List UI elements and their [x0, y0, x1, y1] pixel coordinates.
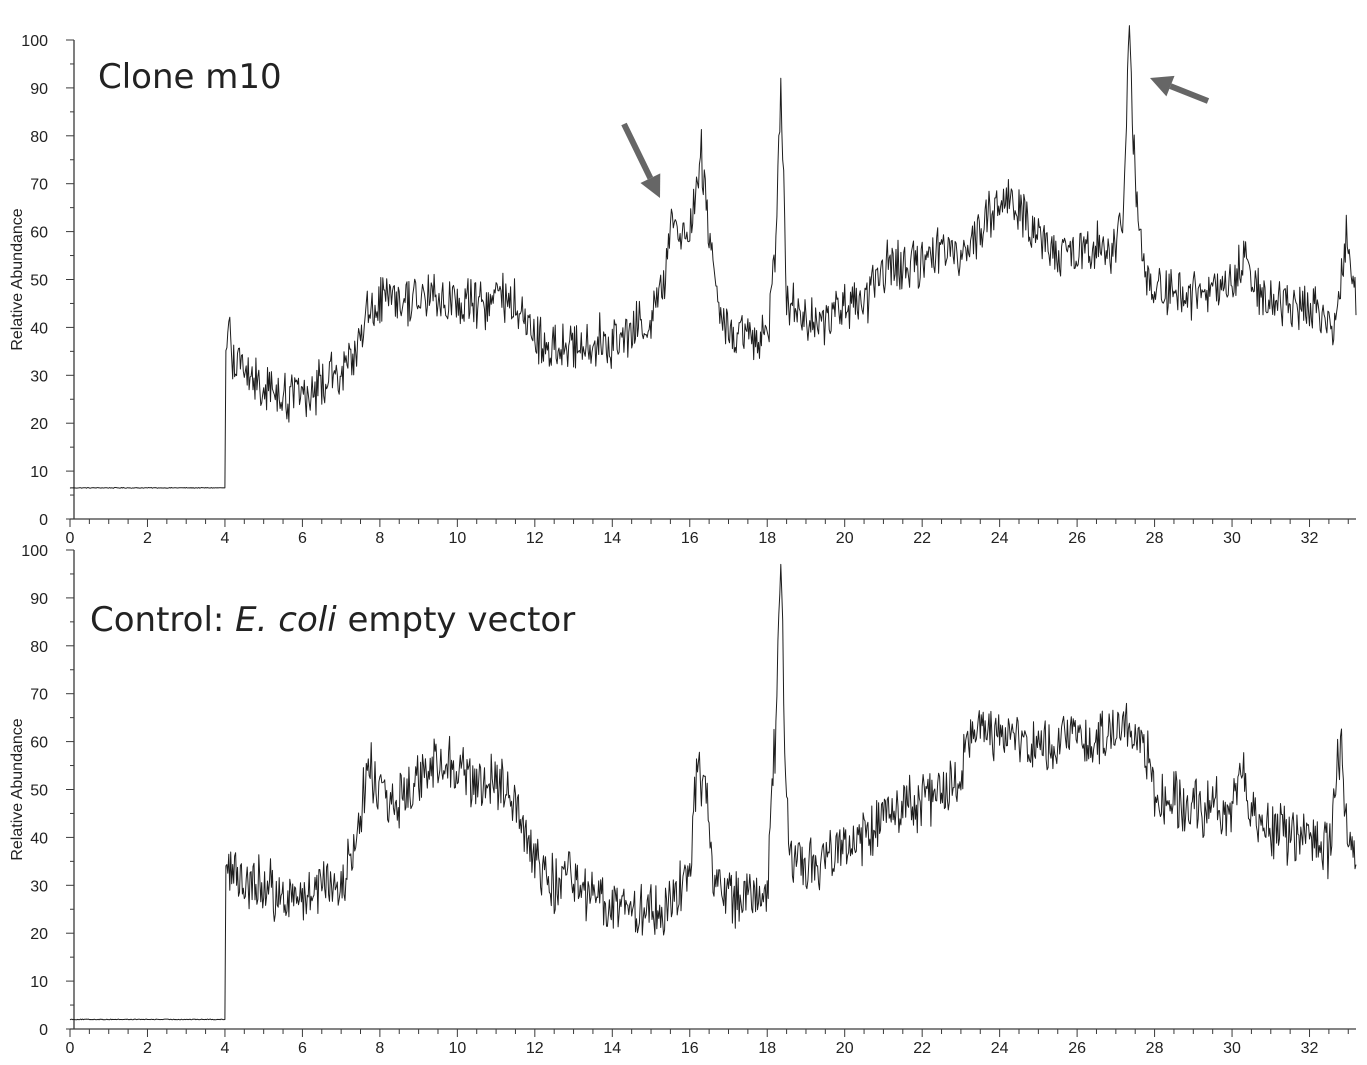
- x-tick-label: 4: [220, 1040, 229, 1057]
- x-tick-label: 0: [66, 1040, 75, 1057]
- x-tick-label: 16: [681, 530, 699, 547]
- x-tick-label: 6: [298, 1040, 307, 1057]
- y-tick-label: 0: [39, 1022, 48, 1039]
- x-tick-label: 30: [1223, 530, 1241, 547]
- x-tick-label: 0: [66, 530, 75, 547]
- y-tick-label: 100: [21, 543, 48, 560]
- x-tick-label: 20: [836, 530, 854, 547]
- panel-title-italic: E. coli: [235, 600, 337, 640]
- x-tick-label: 20: [836, 1040, 854, 1057]
- y-axis-label: Relative Abundance: [9, 208, 26, 350]
- x-tick-label: 10: [448, 1040, 466, 1057]
- y-tick-label: 10: [30, 464, 48, 481]
- y-tick-label: 70: [30, 177, 48, 194]
- x-tick-label: 6: [298, 530, 307, 547]
- y-tick-label: 100: [21, 33, 48, 50]
- arrow-head: [1150, 75, 1175, 97]
- x-tick-label: 30: [1223, 1040, 1241, 1057]
- x-tick-label: 2: [143, 530, 152, 547]
- x-tick-label: 14: [603, 1040, 621, 1057]
- chromatogram-trace: [69, 25, 1357, 489]
- panel-title-text: Clone m10: [98, 57, 282, 97]
- panel-title-text: Control:: [90, 600, 235, 640]
- y-tick-label: 30: [30, 368, 48, 385]
- y-tick-label: 30: [30, 878, 48, 895]
- x-tick-label: 28: [1146, 530, 1164, 547]
- y-tick-label: 60: [30, 225, 48, 242]
- y-tick-label: 10: [30, 974, 48, 991]
- x-tick-label: 22: [913, 530, 931, 547]
- x-tick-label: 26: [1068, 530, 1086, 547]
- x-tick-label: 28: [1146, 1040, 1164, 1057]
- y-axis-label: Relative Abundance: [9, 718, 26, 860]
- y-tick-label: 80: [30, 639, 48, 656]
- x-tick-label: 12: [526, 1040, 544, 1057]
- y-tick-label: 80: [30, 129, 48, 146]
- panel-title-suffix: empty vector: [337, 600, 576, 640]
- x-tick-label: 14: [603, 530, 621, 547]
- y-tick-label: 60: [30, 735, 48, 752]
- y-tick-label: 50: [30, 273, 48, 290]
- x-tick-label: 24: [991, 1040, 1009, 1057]
- y-tick-label: 90: [30, 591, 48, 608]
- y-tick-label: 90: [30, 81, 48, 98]
- panel-title: Control: E. coli empty vector: [90, 600, 575, 640]
- chromatogram-trace: [69, 563, 1357, 1021]
- annotation-arrow: [621, 122, 661, 198]
- arrow-head: [640, 173, 661, 198]
- arrow-shaft: [621, 122, 654, 180]
- x-tick-label: 18: [758, 530, 776, 547]
- x-tick-label: 4: [220, 530, 229, 547]
- x-tick-label: 22: [913, 1040, 931, 1057]
- x-tick-label: 10: [448, 530, 466, 547]
- x-tick-label: 12: [526, 530, 544, 547]
- y-tick-label: 20: [30, 416, 48, 433]
- x-tick-label: 18: [758, 1040, 776, 1057]
- x-tick-label: 32: [1301, 530, 1319, 547]
- y-tick-label: 20: [30, 926, 48, 943]
- y-tick-label: 0: [39, 512, 48, 529]
- y-tick-label: 50: [30, 783, 48, 800]
- panel-title: Clone m10: [98, 57, 282, 97]
- arrow-shaft: [1169, 83, 1210, 104]
- x-tick-label: 24: [991, 530, 1009, 547]
- y-tick-label: 40: [30, 320, 48, 337]
- x-tick-label: 2: [143, 1040, 152, 1057]
- x-tick-label: 26: [1068, 1040, 1086, 1057]
- annotation-arrow: [1150, 75, 1210, 104]
- x-tick-label: 16: [681, 1040, 699, 1057]
- y-tick-label: 70: [30, 687, 48, 704]
- x-tick-label: 8: [375, 530, 384, 547]
- x-tick-label: 32: [1301, 1040, 1319, 1057]
- y-tick-label: 40: [30, 830, 48, 847]
- x-tick-label: 8: [375, 1040, 384, 1057]
